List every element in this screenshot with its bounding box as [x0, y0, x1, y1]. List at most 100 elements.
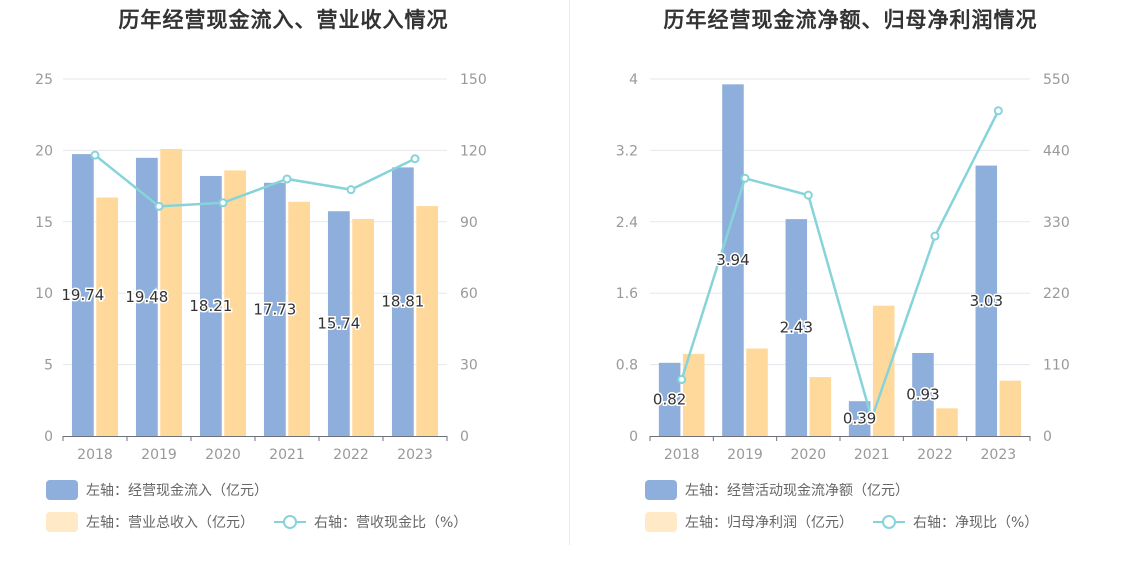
bar-primary [199, 175, 222, 437]
left-axis-tick-label: 1.6 [616, 286, 638, 302]
x-axis-tick-label: 2020 [791, 447, 827, 463]
x-axis-tick-label: 2021 [269, 447, 305, 463]
line-point [867, 413, 877, 423]
legend-label: 左轴：经营现金流入（亿元） [86, 483, 268, 499]
bar-secondary [682, 353, 705, 436]
legend-item-secondary[interactable]: 左轴：归母净利润（亿元） [645, 512, 853, 532]
right-axis-tick-label: 330 [1043, 215, 1070, 231]
bar-secondary [872, 305, 895, 436]
bar-data-label: 18.81 [381, 293, 424, 311]
bar-primary [912, 352, 934, 436]
legend-label: 左轴：营业总收入（亿元） [86, 515, 254, 531]
x-axis-tick-label: 2023 [981, 447, 1017, 463]
legend-row: 左轴：归母净利润（亿元） 右轴：净现比（%） [645, 512, 1058, 532]
bar-data-label: 15.74 [317, 315, 360, 333]
bar-data-label: 19.74 [61, 286, 104, 304]
bar-secondary [809, 377, 832, 436]
line-point [346, 185, 356, 195]
bar-secondary [288, 201, 311, 436]
legend-line-swatch [274, 512, 306, 532]
bar-secondary [999, 380, 1022, 436]
bar-primary [848, 401, 871, 436]
chart-title: 历年经营现金流入、营业收入情况 [118, 8, 449, 32]
right-axis-tick-label: 90 [460, 215, 478, 231]
left-axis-tick-label: 3.2 [616, 143, 638, 159]
bar-data-label: 17.73 [253, 300, 296, 318]
panel-divider [569, 0, 570, 545]
line-series [94, 154, 416, 208]
bar-secondary [96, 197, 119, 436]
x-axis-tick-label: 2023 [397, 447, 433, 463]
bar-primary [327, 211, 350, 436]
legend-line-swatch [873, 512, 905, 532]
x-axis-tick-label: 2018 [77, 447, 113, 463]
left-axis-tick-label: 5 [44, 358, 53, 374]
left-axis-tick-label: 0 [44, 429, 53, 445]
line-point [90, 150, 100, 160]
right-axis-tick-label: 550 [1043, 72, 1070, 88]
left-axis-tick-label: 0 [629, 429, 638, 445]
bar-primary [71, 154, 94, 436]
legend-label: 右轴：净现比（%） [913, 515, 1039, 531]
legend-item-line[interactable]: 右轴：营收现金比（%） [274, 512, 467, 532]
legend-label: 左轴：经营活动现金流净额（亿元） [685, 483, 909, 499]
bar-data-label: 3.94 [716, 251, 749, 269]
left-axis-tick-label: 15 [35, 215, 53, 231]
bar-primary [975, 165, 998, 436]
line-point [218, 198, 228, 208]
chart-plot: 0 0 5 30 10 60 15 90 20 120 25 150 2018 2019 2020 2021 2… [35, 72, 487, 463]
right-axis-tick-label: 150 [460, 72, 487, 88]
right-axis-tick-label: 440 [1043, 143, 1070, 159]
legend-item-primary[interactable]: 左轴：经营活动现金流净额（亿元） [645, 480, 909, 500]
x-axis-tick-label: 2019 [727, 447, 763, 463]
left-axis-tick-label: 25 [35, 72, 53, 88]
right-axis-tick-label: 30 [460, 358, 478, 374]
x-axis-tick-label: 2022 [333, 447, 369, 463]
legend-bar-swatch [645, 512, 677, 532]
chart-panel-cashflow-revenue: 历年经营现金流入、营业收入情况 0 0 5 30 10 60 15 90 20 120 25 150 2… [35, 8, 487, 532]
legend-label: 左轴：归母净利润（亿元） [685, 515, 853, 531]
x-axis-tick-label: 2022 [917, 447, 953, 463]
bar-data-label: 3.03 [970, 292, 1003, 310]
bar-data-label: 18.21 [189, 297, 232, 315]
line-point [154, 201, 164, 211]
bar-data-label: 19.48 [125, 288, 168, 306]
right-axis-tick-label: 220 [1043, 286, 1070, 302]
bar-primary [135, 157, 158, 436]
bar-secondary [352, 218, 375, 436]
x-axis-tick-label: 2021 [854, 447, 890, 463]
right-axis-tick-label: 110 [1043, 358, 1070, 374]
line-series [680, 110, 1000, 423]
bar-secondary [416, 206, 439, 436]
legend-row: 左轴：营业总收入（亿元） 右轴：营收现金比（%） [46, 512, 487, 532]
left-axis-tick-label: 4 [629, 72, 638, 88]
line-point [282, 174, 292, 184]
line-point [993, 106, 1003, 116]
line-point [930, 231, 940, 241]
legend-item-line[interactable]: 右轴：净现比（%） [873, 512, 1038, 532]
right-axis-tick-label: 0 [1043, 429, 1052, 445]
line-point [677, 375, 687, 385]
bar-primary [391, 167, 414, 437]
x-axis-tick-label: 2018 [664, 447, 700, 463]
bar-secondary [224, 170, 247, 436]
legend-bar-swatch [46, 480, 78, 500]
bar-secondary [936, 408, 958, 436]
legend-row: 左轴：经营活动现金流净额（亿元） [645, 480, 929, 500]
chart-panel-netcash-profit: 历年经营现金流净额、归母净利润情况 0 0 0.8 110 1.6 220 2.4 330 3.… [567, 0, 1134, 582]
bar-data-label: 0.82 [653, 390, 686, 408]
legend-bar-swatch [645, 480, 677, 500]
legend-item-primary[interactable]: 左轴：经营现金流入（亿元） [46, 480, 268, 500]
bar-primary [658, 362, 681, 436]
bar-primary [722, 84, 744, 436]
chart-title: 历年经营现金流净额、归母净利润情况 [663, 8, 1038, 32]
bar-primary [263, 182, 286, 436]
right-axis-tick-label: 0 [460, 429, 469, 445]
left-axis-tick-label: 10 [35, 286, 53, 302]
legend-item-secondary[interactable]: 左轴：营业总收入（亿元） [46, 512, 254, 532]
x-axis-tick-label: 2020 [205, 447, 241, 463]
left-axis-tick-label: 2.4 [616, 215, 638, 231]
bar-data-label: 0.93 [906, 385, 939, 403]
left-axis-tick-label: 20 [35, 143, 53, 159]
line-point [410, 154, 420, 164]
